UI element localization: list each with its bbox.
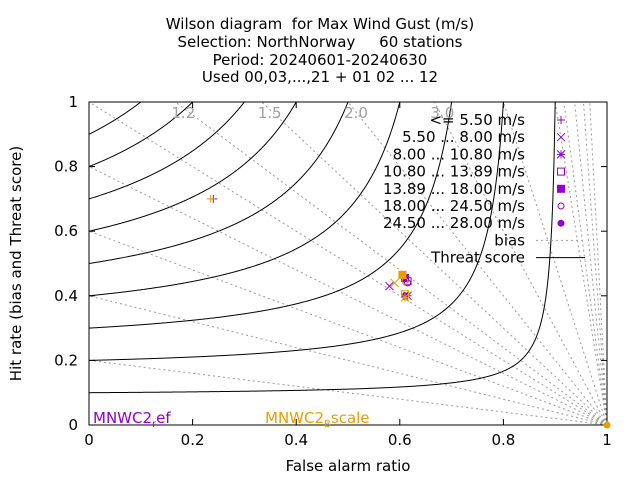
- series-label-0: MNWC2ref: [93, 409, 171, 430]
- y-tick-label-0: 0: [68, 416, 78, 434]
- x-tick-label-0: 0: [84, 431, 94, 449]
- legend-label-7: bias: [494, 231, 525, 249]
- legend-key-1: [556, 132, 566, 142]
- threat-score-curve-8: [89, 102, 142, 135]
- x-tick-label-2: 0.4: [284, 431, 308, 449]
- legend-key-2: [556, 150, 566, 159]
- bias-line-8: [433, 102, 607, 425]
- legend-label-5: 18.00 ... 24.50 m/s: [383, 197, 525, 215]
- threat-score-curve-7: [89, 102, 193, 168]
- y-tick-label-2: 0.4: [54, 287, 78, 305]
- x-tick-label-1: 0.2: [181, 431, 205, 449]
- bias-label-3: 3.0: [430, 104, 454, 122]
- bias-line-steep-3: [589, 102, 607, 425]
- x-tick-label-5: 1: [602, 431, 612, 449]
- bias-line-0: [89, 359, 607, 425]
- threat-score-curve-2: [89, 102, 453, 329]
- threat-score-curve-4: [89, 102, 349, 264]
- bias-line-10: [554, 102, 607, 425]
- legend-label-3: 10.80 ... 13.89 m/s: [383, 163, 525, 181]
- legend-label-4: 13.89 ... 18.00 m/s: [383, 180, 525, 198]
- series-label-1: MNWC2Bscale: [265, 409, 370, 430]
- bias-line-steep-0: [563, 102, 607, 425]
- threat-score-curve-0: [89, 102, 556, 394]
- bias-line-steep-2: [582, 102, 607, 425]
- legend-label-1: 5.50 ... 8.00 m/s: [402, 128, 525, 146]
- bias-line-1: [89, 295, 607, 425]
- y-tick-label-5: 1: [68, 93, 78, 111]
- y-axis-label: Hit rate (bias and Threat score): [7, 146, 25, 381]
- bias-label-1: 1.5: [258, 104, 282, 122]
- legend-label-6: 24.50 ... 28.00 m/s: [383, 214, 525, 232]
- bias-label-2: 2.0: [344, 104, 368, 122]
- data-point-s1-0: [206, 194, 215, 203]
- data-point-s1-5: [401, 277, 409, 285]
- data-point-s1-6: [603, 421, 611, 429]
- y-tick-label-3: 0.6: [54, 222, 78, 240]
- threat-score-curve-5: [89, 102, 297, 232]
- x-tick-label-4: 0.8: [491, 431, 515, 449]
- legend-label-8: Threat score: [430, 249, 525, 267]
- threat-score-curve-1: [89, 102, 504, 361]
- legend-key-5: [557, 202, 565, 210]
- threat-score-curve-3: [89, 102, 401, 297]
- bias-line-5: [175, 102, 607, 425]
- data-point-s1-3: [400, 290, 409, 299]
- bias-line-steep-1: [574, 102, 607, 425]
- y-tick-label-1: 0.2: [54, 351, 78, 369]
- data-point-s0-1: [385, 281, 394, 291]
- data-point-s1-1: [390, 278, 399, 288]
- data-point-s1-4: [398, 270, 407, 279]
- threat-score-curve-6: [89, 102, 245, 200]
- legend-key-3: [557, 167, 565, 176]
- bias-line-2: [89, 230, 607, 425]
- chart-title-line-1: Wilson diagram for Max Wind Gust (m/s): [165, 15, 475, 33]
- x-tick-label-3: 0.6: [388, 431, 412, 449]
- legend-key-6: [557, 219, 565, 227]
- bias-line-9: [502, 102, 607, 425]
- legend-label-0: <= 5.50 m/s: [429, 111, 525, 129]
- legend-key-0: [557, 116, 565, 124]
- chart-title-line-2: Selection: NorthNorway 60 stations: [177, 33, 463, 51]
- legend-key-4: [557, 184, 565, 193]
- bias-line-3: [89, 166, 607, 425]
- bias-label-0: 1.2: [171, 104, 195, 122]
- y-tick-label-4: 0.8: [54, 158, 78, 176]
- chart-title-line-3: Period: 20240601-20240630: [212, 51, 428, 69]
- bias-line-6: [261, 102, 607, 425]
- bias-line-7: [347, 102, 607, 425]
- plot-frame: [88, 101, 608, 426]
- x-axis-label: False alarm ratio: [286, 457, 411, 475]
- chart-title-line-4: Used 00,03,...,21 + 01 02 ... 12: [201, 68, 439, 86]
- bias-line-4: [89, 102, 607, 425]
- legend-label-2: 8.00 ... 10.80 m/s: [393, 145, 526, 163]
